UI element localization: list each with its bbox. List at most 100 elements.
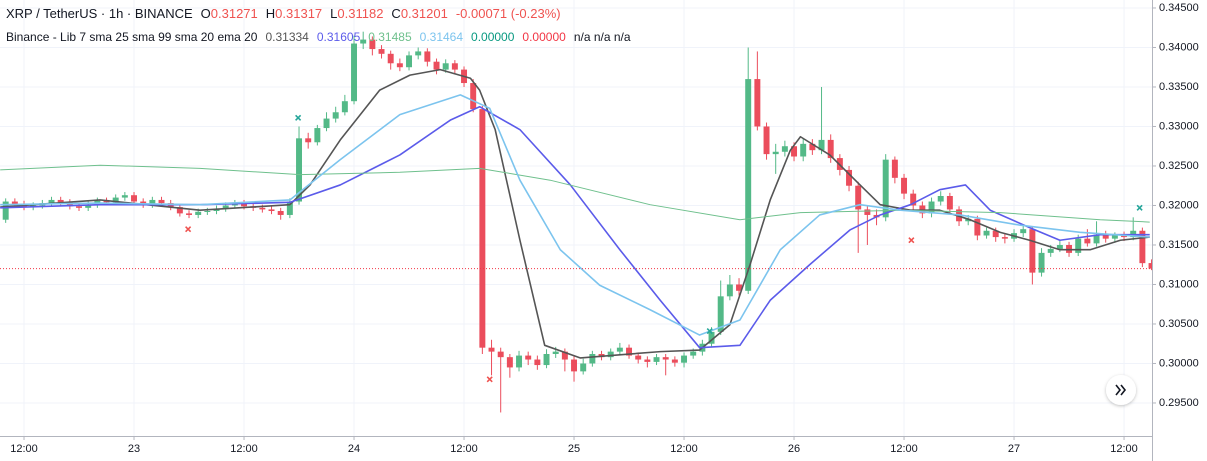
candle-body: [406, 55, 413, 68]
plot-area: [0, 31, 1152, 413]
candle-body: [186, 213, 192, 215]
x-tick-label: 26: [788, 443, 800, 455]
candle-body: [241, 203, 248, 207]
ohlc-label: H: [265, 6, 276, 21]
candle-body: [433, 61, 440, 70]
candle-body: [378, 49, 385, 54]
candle-body: [1121, 235, 1128, 238]
x-tick-label: 27: [1008, 443, 1020, 455]
candle-body: [1047, 248, 1054, 253]
signal-marker: [908, 237, 915, 244]
candle-body: [671, 359, 678, 363]
candle-body: [296, 138, 303, 202]
candle-body: [928, 201, 935, 214]
candle-body: [1038, 252, 1045, 273]
signal-marker: [185, 226, 192, 233]
candle-body: [103, 200, 110, 203]
ma-line: [0, 105, 1150, 349]
candle-body: [992, 230, 999, 238]
candle-body: [726, 284, 733, 297]
indicator-value: 0.31485: [368, 30, 412, 44]
y-tick-label: 0.31000: [1159, 278, 1199, 290]
candle-body: [1020, 229, 1027, 234]
signal-marker: [295, 114, 302, 121]
candle-body: [1084, 238, 1091, 244]
candle-body: [176, 207, 183, 214]
candle-body: [204, 211, 211, 213]
candle-body: [552, 351, 559, 354]
candle-body: [736, 284, 743, 291]
indicator-title: Binance - Lib 7 sma 25 sma 99 sma 20 ema…: [6, 30, 258, 44]
candle-body: [516, 355, 523, 368]
candle-body: [415, 51, 422, 56]
candle-body: [158, 199, 165, 204]
candle-body: [305, 138, 312, 143]
y-tick-label: 0.32000: [1159, 199, 1199, 211]
candle-body: [1001, 237, 1008, 239]
candle-body: [937, 195, 944, 202]
candle-body: [451, 63, 458, 70]
x-tick-label: 25: [568, 443, 580, 455]
candle-body: [277, 211, 284, 215]
change-value: -0.00071: [455, 6, 508, 21]
candle-body: [369, 39, 376, 50]
candle-body: [855, 185, 862, 210]
candle-body: [882, 159, 889, 218]
candle-body: [745, 79, 752, 291]
indicator-value: 0.00000: [522, 30, 566, 44]
candle-body: [910, 193, 917, 206]
indicator-value: 0.00000: [471, 30, 515, 44]
candle-body: [11, 201, 18, 204]
y-tick-label: 0.34500: [1159, 2, 1199, 14]
signal-marker: [1136, 204, 1143, 211]
candle-body: [2, 201, 9, 220]
candle-body: [360, 39, 367, 44]
candle-body: [268, 209, 275, 212]
x-tick-label: 12:00: [230, 443, 258, 455]
x-tick-label: 12:00: [10, 443, 38, 455]
candle-body: [341, 101, 348, 113]
candle-body: [754, 79, 761, 127]
candle-body: [589, 353, 596, 364]
candle-body: [222, 205, 229, 209]
candle-body: [946, 195, 953, 210]
y-tick-label: 0.33500: [1159, 81, 1199, 93]
y-tick-label: 0.33000: [1159, 120, 1199, 132]
symbol-legend: XRP / TetherUS · 1h · BINANCE O0.31271 H0.…: [6, 6, 561, 21]
candle-body: [534, 359, 541, 366]
indicator-value: n/a n/a n/a: [573, 30, 631, 44]
candle-body: [1056, 244, 1063, 249]
candle-body: [112, 197, 119, 203]
candle-body: [809, 143, 816, 151]
candle-body: [891, 159, 898, 178]
candle-body: [864, 209, 871, 215]
candle-body: [479, 109, 486, 348]
y-tick-label: 0.32500: [1159, 160, 1199, 172]
symbol: XRP / TetherUS · 1h · BINANCE: [6, 6, 193, 21]
indicator-value: 0.31334: [265, 30, 309, 44]
candle-body: [314, 128, 321, 143]
candle-body: [131, 195, 137, 202]
candle-body: [827, 139, 834, 159]
candle-body: [149, 199, 156, 205]
candle-body: [561, 351, 568, 360]
candle-body: [800, 143, 807, 157]
candle-body: [644, 359, 651, 362]
candle-body: [543, 353, 550, 366]
candle-body: [488, 347, 495, 352]
candle-body: [497, 351, 504, 358]
candle-body: [470, 83, 477, 110]
x-tick-label: 24: [348, 443, 360, 455]
indicator-value: 0.31464: [419, 30, 464, 44]
candle-body: [1075, 238, 1082, 253]
ohlc-value: 0.31201: [400, 6, 448, 21]
scroll-button-icon[interactable]: [1115, 384, 1127, 396]
candle-body: [607, 351, 614, 358]
candle-body: [708, 331, 715, 344]
candle-body: [1029, 229, 1036, 273]
candle-body: [818, 139, 825, 151]
candle-body: [1102, 234, 1109, 239]
scroll-button[interactable]: [1106, 375, 1136, 405]
ohlc-label: L: [330, 6, 338, 21]
